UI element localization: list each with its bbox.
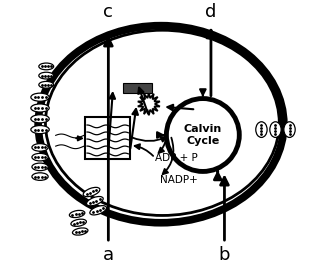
Ellipse shape	[39, 82, 54, 88]
Ellipse shape	[32, 144, 48, 151]
Circle shape	[166, 99, 239, 171]
Ellipse shape	[69, 210, 85, 218]
Text: a: a	[103, 246, 114, 264]
Ellipse shape	[39, 72, 54, 79]
Ellipse shape	[87, 197, 103, 206]
Ellipse shape	[90, 206, 107, 215]
Ellipse shape	[32, 163, 48, 171]
Text: b: b	[219, 246, 230, 264]
Polygon shape	[138, 93, 160, 115]
Ellipse shape	[32, 173, 48, 180]
Ellipse shape	[31, 126, 49, 134]
Ellipse shape	[72, 228, 88, 235]
Bar	[85, 117, 130, 159]
Ellipse shape	[32, 153, 48, 161]
Ellipse shape	[38, 26, 284, 223]
Ellipse shape	[31, 93, 49, 101]
Text: Calvin
Cycle: Calvin Cycle	[184, 124, 222, 146]
Text: ADP + P: ADP + P	[155, 153, 198, 163]
Ellipse shape	[39, 63, 54, 70]
Text: c: c	[103, 3, 113, 21]
Ellipse shape	[31, 115, 49, 123]
Ellipse shape	[270, 122, 281, 137]
Ellipse shape	[256, 122, 267, 137]
Ellipse shape	[284, 122, 295, 137]
Ellipse shape	[31, 104, 49, 112]
Text: d: d	[205, 3, 217, 21]
Bar	[123, 83, 152, 93]
Text: NADP+: NADP+	[160, 174, 197, 185]
Ellipse shape	[71, 219, 86, 226]
Ellipse shape	[83, 187, 100, 197]
Ellipse shape	[298, 122, 309, 137]
